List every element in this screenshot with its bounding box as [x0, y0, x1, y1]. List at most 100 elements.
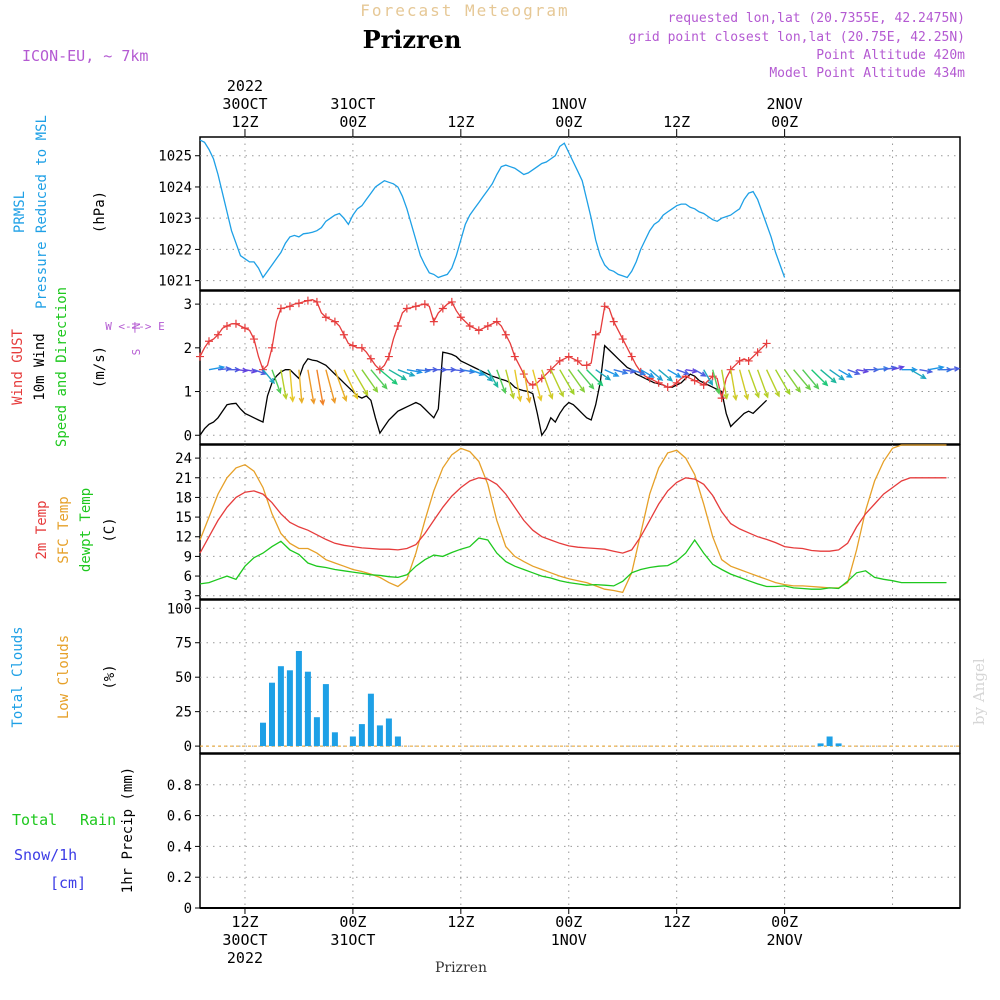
gust-marker	[285, 302, 294, 311]
bottom-time-label: 1NOV	[551, 931, 587, 949]
wind-arrow	[658, 369, 674, 382]
wind-arrow	[703, 369, 714, 386]
cloud-bar	[817, 743, 824, 747]
bottom-time-label: 2022	[227, 949, 263, 967]
footer-location: Prizren	[435, 960, 487, 976]
gust-marker	[456, 313, 465, 322]
wind-arrow	[559, 369, 575, 396]
wind-arrow	[802, 369, 820, 390]
ytick-label: 1022	[158, 242, 192, 258]
label-total-clouds: Total Clouds	[10, 626, 26, 727]
cloud-bar	[295, 651, 302, 747]
ytick-label: 1024	[158, 180, 192, 196]
gust-marker	[627, 352, 636, 361]
gust-marker	[582, 361, 591, 370]
ylabel-temp: (C)	[102, 517, 118, 542]
wind-arrow	[838, 369, 853, 378]
label-pressure-msl: Pressure Reduced to MSL	[34, 115, 50, 309]
label-snow-unit: [cm]	[50, 874, 86, 892]
wind-gust-line	[199, 299, 768, 399]
wind-arrow	[586, 369, 604, 387]
wind-arrow	[631, 369, 647, 376]
ytick-label: 1025	[158, 149, 192, 165]
wind-arrow	[577, 369, 595, 390]
wind-arrow	[694, 369, 707, 377]
gust-marker	[303, 296, 312, 305]
bottom-time-label: 00Z	[555, 913, 582, 931]
wind-arrow	[550, 369, 564, 398]
gust-marker	[555, 356, 564, 365]
cloud-bar	[260, 722, 266, 747]
wind-arrow	[640, 369, 655, 378]
wind-arrow	[712, 369, 721, 395]
panel-clouds: 0 25 50 75 100	[167, 599, 961, 755]
label-2m-temp: 2m Temp	[34, 500, 50, 559]
bottom-time-label: 00Z	[771, 913, 798, 931]
label-total: Total	[12, 811, 57, 829]
wind-arrow	[946, 366, 961, 372]
ytick-label: 0.8	[167, 778, 192, 794]
bottom-time-label: 12Z	[447, 913, 474, 931]
wind-arrow	[541, 369, 554, 400]
gust-marker	[546, 365, 555, 374]
top-time-label: 30OCT	[222, 95, 267, 113]
gust-marker	[753, 348, 762, 357]
cloud-bar	[826, 736, 833, 747]
cloud-bar	[358, 724, 365, 747]
gust-marker	[654, 378, 663, 387]
wind-arrow	[244, 368, 258, 374]
ytick-label: 100	[167, 601, 192, 617]
wind-arrow	[649, 369, 664, 382]
bottom-time-label: 12Z	[663, 913, 690, 931]
top-time-label: 00Z	[771, 113, 798, 131]
wind-arrow	[334, 369, 348, 403]
label-low-clouds: Low Clouds	[56, 635, 72, 719]
wind-arrow	[756, 369, 769, 399]
wind-arrow	[388, 369, 408, 381]
wind-arrow	[514, 369, 523, 403]
ytick-label: 3	[184, 589, 192, 605]
ytick-label: 1	[184, 385, 192, 401]
ylabel-precip: 1hr Precip (mm)	[120, 767, 136, 893]
wind-arrow	[316, 369, 326, 406]
wind-arrow	[595, 369, 612, 381]
bottom-time-label: 12Z	[231, 913, 258, 931]
cloud-bar	[277, 666, 284, 747]
ytick-label: 0	[184, 901, 192, 917]
gust-marker	[375, 365, 384, 374]
gust-marker	[222, 321, 231, 330]
cloud-bar	[394, 736, 401, 747]
cloud-bar	[367, 693, 374, 747]
label-sfc-temp: SFC Temp	[56, 496, 72, 563]
top-time-label: 00Z	[555, 113, 582, 131]
compass-we: W <-|-> E	[105, 320, 165, 333]
ytick-label: 75	[175, 636, 192, 652]
gust-marker	[672, 378, 681, 387]
ytick-label: 0.4	[167, 839, 192, 855]
wind-arrow	[765, 369, 780, 398]
label-dewpt-temp: dewpt Temp	[78, 488, 94, 572]
gust-marker	[402, 304, 411, 313]
cloud-bar	[304, 671, 311, 747]
wind-arrows	[208, 365, 961, 406]
gust-marker	[510, 352, 519, 361]
temp-2m-line	[199, 477, 947, 554]
compass-south: S	[130, 349, 143, 356]
wind-arrow	[307, 369, 316, 405]
wind-speed-line	[199, 344, 768, 437]
wind-arrow	[397, 369, 416, 377]
wind-arrow	[747, 369, 760, 399]
gust-marker	[474, 326, 483, 335]
wind-arrow	[325, 369, 337, 405]
wind-arrow	[892, 365, 905, 371]
ytick-label: 2	[184, 341, 192, 357]
wind-arrow	[298, 369, 305, 404]
chart-panels: 1021102210231024102501233691215182124025…	[10, 115, 961, 917]
cloud-bars	[200, 651, 960, 747]
requested-coords: requested lon,lat (20.7355E, 42.2475N)	[668, 11, 965, 26]
wind-arrow	[478, 369, 494, 382]
gust-marker	[339, 330, 348, 339]
top-time-label: 1NOV	[551, 95, 587, 113]
location-title: Prizren	[363, 25, 462, 54]
panel-frame-wind	[199, 290, 961, 445]
